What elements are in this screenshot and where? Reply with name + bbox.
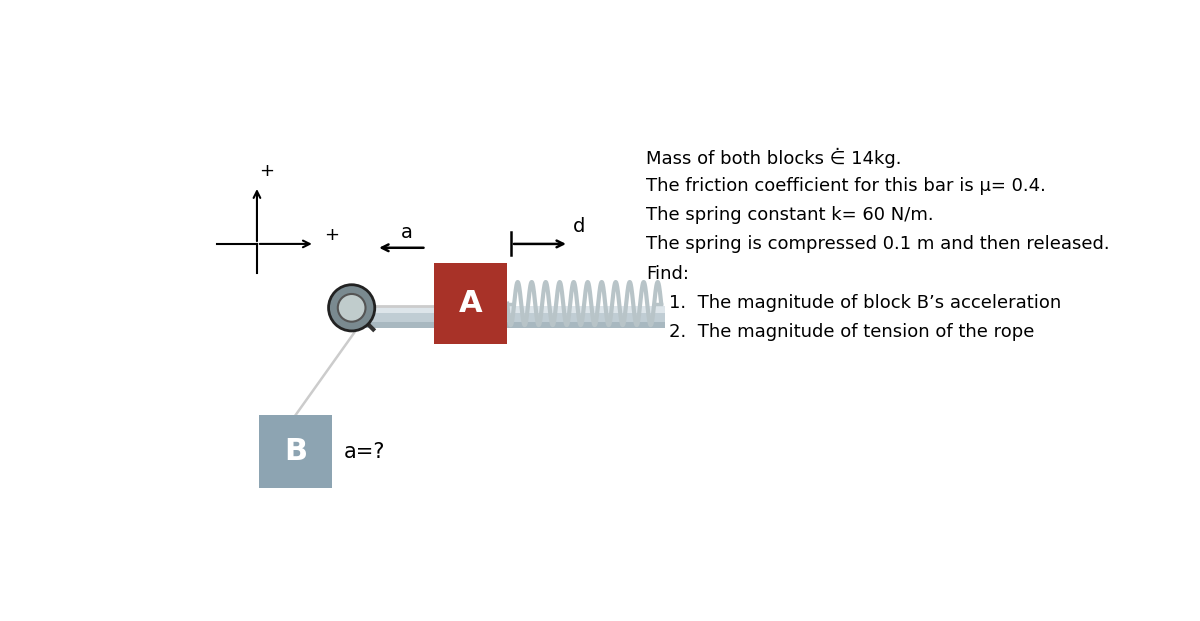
Bar [259, 415, 332, 488]
Bar [342, 306, 665, 313]
Bar [342, 322, 665, 328]
Text: The spring constant k= 60 N/m.: The spring constant k= 60 N/m. [646, 206, 934, 224]
Text: d: d [572, 217, 586, 236]
Text: +: + [259, 162, 274, 180]
Text: 1.  The magnitude of block B’s acceleration: 1. The magnitude of block B’s accelerati… [668, 294, 1061, 312]
Text: The spring is compressed 0.1 m and then released.: The spring is compressed 0.1 m and then … [646, 235, 1110, 253]
Circle shape [338, 294, 366, 322]
Bar [434, 263, 508, 344]
Text: The friction coefficient for this bar is μ= 0.4.: The friction coefficient for this bar is… [646, 177, 1045, 195]
Circle shape [329, 285, 374, 331]
Text: a: a [401, 222, 413, 242]
Bar [342, 306, 665, 328]
Text: Find:: Find: [646, 265, 689, 283]
Text: a=?: a=? [343, 442, 385, 462]
Text: A: A [458, 289, 482, 318]
Text: +: + [324, 225, 338, 243]
Text: B: B [284, 437, 307, 466]
Text: Mass of both blocks ⋵ 14kg.: Mass of both blocks ⋵ 14kg. [646, 148, 901, 168]
Text: 2.  The magnitude of tension of the rope: 2. The magnitude of tension of the rope [668, 323, 1034, 341]
